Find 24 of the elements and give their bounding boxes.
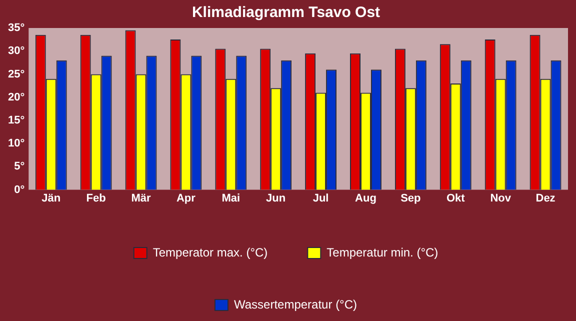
legend-label: Temperatur min. (°C) (326, 245, 438, 260)
y-tick-label: 5° (14, 160, 25, 173)
y-tick-label: 30° (8, 45, 25, 58)
x-tick-label: Aug (355, 192, 376, 204)
x-tick-label: Feb (86, 192, 106, 204)
legend-label: Wassertemperatur (°C) (234, 297, 358, 312)
x-tick-label: Mär (131, 192, 152, 204)
x-tick-label: Apr (176, 192, 196, 204)
y-tick-label: 20° (8, 91, 25, 104)
chart-title: Klimadiagramm Tsavo Ost (192, 4, 380, 22)
legend-label: Temperator max. (°C) (152, 245, 268, 260)
x-tick-label: Jän (42, 192, 61, 204)
y-tick-label: 25° (8, 68, 25, 80)
x-tick-label: Sep (400, 192, 422, 204)
y-tick-label: 10° (8, 138, 25, 150)
y-tick-label: 15° (8, 114, 25, 126)
x-tick-label: Jul (312, 192, 329, 204)
x-tick-label: Nov (490, 192, 512, 204)
x-tick-label: Dez (536, 192, 556, 204)
x-tick-label: Jun (266, 192, 286, 204)
x-tick-label: Okt (446, 192, 466, 204)
y-tick-label: 35° (8, 22, 25, 34)
y-tick-label: 0° (14, 184, 25, 196)
x-tick-label: Mai (222, 192, 240, 204)
